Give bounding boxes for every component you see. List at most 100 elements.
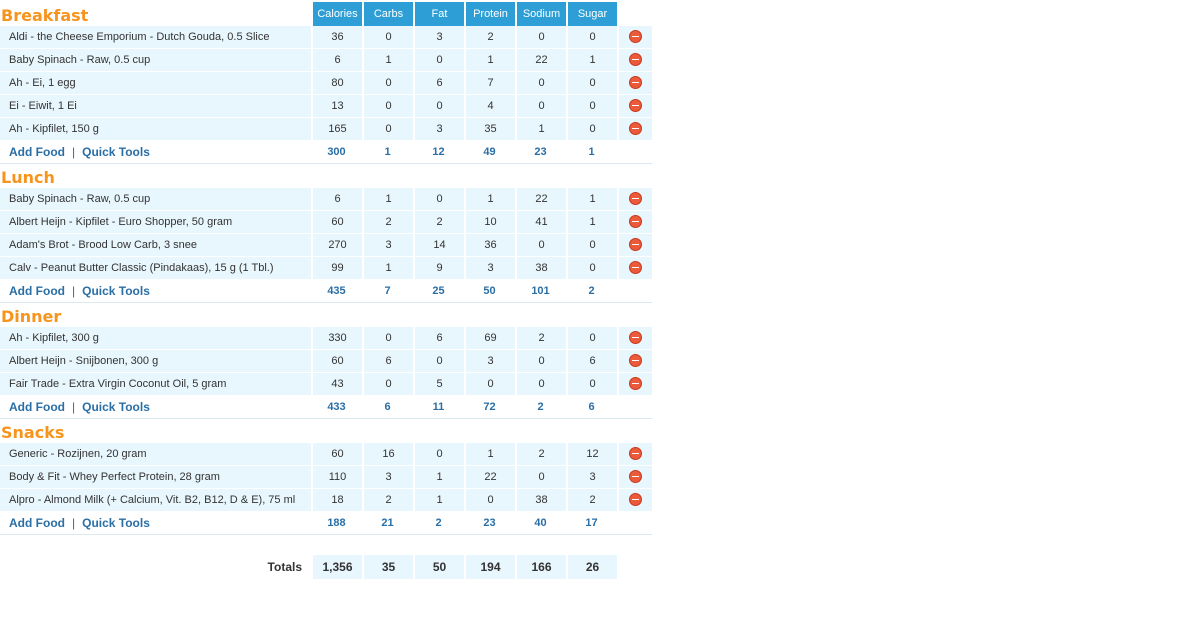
food-sodium: 1 xyxy=(515,118,566,141)
food-sugar: 12 xyxy=(566,443,617,466)
food-row: Generic - Rozijnen, 20 gram 60 16 0 1 2 12 xyxy=(0,443,652,466)
food-row: Albert Heijn - Kipfilet - Euro Shopper, … xyxy=(0,211,652,234)
food-name[interactable]: Baby Spinach - Raw, 0.5 cup xyxy=(0,49,311,72)
food-carbs: 6 xyxy=(362,350,413,373)
meal-total-sugar: 17 xyxy=(566,512,617,535)
delete-cell xyxy=(617,443,652,466)
meal-summary-row: Add Food | Quick Tools 300 1 12 49 23 1 xyxy=(0,141,652,164)
meal-total-calories: 435 xyxy=(311,280,362,303)
food-sugar: 3 xyxy=(566,466,617,489)
meal-links: Add Food | Quick Tools xyxy=(0,280,311,303)
food-fat: 0 xyxy=(413,350,464,373)
add-food-link[interactable]: Add Food xyxy=(9,145,65,159)
food-calories: 330 xyxy=(311,327,362,350)
remove-circle-icon[interactable] xyxy=(629,99,642,113)
food-name[interactable]: Baby Spinach - Raw, 0.5 cup xyxy=(0,188,311,211)
food-row: Ah - Ei, 1 egg 80 0 6 7 0 0 xyxy=(0,72,652,95)
remove-circle-icon[interactable] xyxy=(629,122,642,136)
food-name[interactable]: Aldi - the Cheese Emporium - Dutch Gouda… xyxy=(0,26,311,49)
food-protein: 22 xyxy=(464,466,515,489)
food-name[interactable]: Albert Heijn - Snijbonen, 300 g xyxy=(0,350,311,373)
remove-circle-icon[interactable] xyxy=(629,30,642,44)
food-sugar: 0 xyxy=(566,373,617,396)
food-row: Ah - Kipfilet, 150 g 165 0 3 35 1 0 xyxy=(0,118,652,141)
delete-cell xyxy=(617,373,652,396)
meal-header-row: Breakfast Calories Carbs Fat Protein Sodium Su… xyxy=(0,2,652,26)
grand-total-sodium: 166 xyxy=(515,555,566,579)
quick-tools-link[interactable]: Quick Tools xyxy=(82,516,150,530)
food-fat: 3 xyxy=(413,26,464,49)
food-name[interactable]: Generic - Rozijnen, 20 gram xyxy=(0,443,311,466)
food-sugar: 1 xyxy=(566,211,617,234)
quick-tools-link[interactable]: Quick Tools xyxy=(82,284,150,298)
remove-circle-icon[interactable] xyxy=(629,447,642,461)
food-sodium: 0 xyxy=(515,26,566,49)
food-row: Ei - Eiwit, 1 Ei 13 0 0 4 0 0 xyxy=(0,95,652,118)
meal-total-fat: 25 xyxy=(413,280,464,303)
food-calories: 99 xyxy=(311,257,362,280)
food-sodium: 38 xyxy=(515,257,566,280)
food-row: Baby Spinach - Raw, 0.5 cup 6 1 0 1 22 1 xyxy=(0,188,652,211)
remove-circle-icon[interactable] xyxy=(629,331,642,345)
meal-total-sodium: 101 xyxy=(515,280,566,303)
remove-circle-icon[interactable] xyxy=(629,238,642,252)
remove-circle-icon[interactable] xyxy=(629,53,642,67)
quick-tools-link[interactable]: Quick Tools xyxy=(82,400,150,414)
remove-circle-icon[interactable] xyxy=(629,354,642,368)
food-name[interactable]: Ah - Kipfilet, 150 g xyxy=(0,118,311,141)
food-protein: 3 xyxy=(464,257,515,280)
food-name[interactable]: Ei - Eiwit, 1 Ei xyxy=(0,95,311,118)
food-calories: 13 xyxy=(311,95,362,118)
remove-circle-icon[interactable] xyxy=(629,76,642,90)
quick-tools-link[interactable]: Quick Tools xyxy=(82,145,150,159)
food-fat: 3 xyxy=(413,118,464,141)
food-fat: 6 xyxy=(413,72,464,95)
food-sugar: 0 xyxy=(566,95,617,118)
food-calories: 43 xyxy=(311,373,362,396)
food-name[interactable]: Body & Fit - Whey Perfect Protein, 28 gr… xyxy=(0,466,311,489)
delete-cell xyxy=(617,26,652,49)
food-fat: 5 xyxy=(413,373,464,396)
delete-cell xyxy=(617,327,652,350)
remove-circle-icon[interactable] xyxy=(629,215,642,229)
meal-title: Breakfast xyxy=(1,6,89,25)
totals-label: Totals xyxy=(267,560,302,574)
food-sugar: 0 xyxy=(566,118,617,141)
meal-summary-row: Add Food | Quick Tools 188 21 2 23 40 17 xyxy=(0,512,652,535)
food-sugar: 0 xyxy=(566,327,617,350)
food-name[interactable]: Albert Heijn - Kipfilet - Euro Shopper, … xyxy=(0,211,311,234)
food-name[interactable]: Adam's Brot - Brood Low Carb, 3 snee xyxy=(0,234,311,257)
food-name[interactable]: Alpro - Almond Milk (+ Calcium, Vit. B2,… xyxy=(0,489,311,512)
column-header-protein: Protein xyxy=(464,2,515,26)
meal-total-carbs: 1 xyxy=(362,141,413,164)
grand-total-protein: 194 xyxy=(464,555,515,579)
meal-total-carbs: 6 xyxy=(362,396,413,419)
food-name[interactable]: Ah - Ei, 1 egg xyxy=(0,72,311,95)
meal-total-protein: 49 xyxy=(464,141,515,164)
remove-circle-icon[interactable] xyxy=(629,377,642,391)
remove-circle-icon[interactable] xyxy=(629,261,642,275)
food-name[interactable]: Ah - Kipfilet, 300 g xyxy=(0,327,311,350)
column-header-sugar: Sugar xyxy=(566,2,617,26)
food-sodium: 22 xyxy=(515,49,566,72)
delete-cell xyxy=(617,95,652,118)
food-sodium: 0 xyxy=(515,350,566,373)
meal-summary-row: Add Food | Quick Tools 435 7 25 50 101 2 xyxy=(0,280,652,303)
food-name[interactable]: Fair Trade - Extra Virgin Coconut Oil, 5… xyxy=(0,373,311,396)
food-carbs: 0 xyxy=(362,118,413,141)
add-food-link[interactable]: Add Food xyxy=(9,400,65,414)
remove-circle-icon[interactable] xyxy=(629,192,642,206)
food-fat: 0 xyxy=(413,49,464,72)
food-carbs: 3 xyxy=(362,234,413,257)
link-separator: | xyxy=(71,516,76,530)
remove-circle-icon[interactable] xyxy=(629,493,642,507)
add-food-link[interactable]: Add Food xyxy=(9,284,65,298)
add-food-link[interactable]: Add Food xyxy=(9,516,65,530)
food-name[interactable]: Calv - Peanut Butter Classic (Pindakaas)… xyxy=(0,257,311,280)
food-row: Body & Fit - Whey Perfect Protein, 28 gr… xyxy=(0,466,652,489)
food-carbs: 0 xyxy=(362,327,413,350)
meal-links: Add Food | Quick Tools xyxy=(0,396,311,419)
column-header-fat: Fat xyxy=(413,2,464,26)
diary-table: Breakfast Calories Carbs Fat Protein Sodium Su… xyxy=(0,2,652,579)
remove-circle-icon[interactable] xyxy=(629,470,642,484)
